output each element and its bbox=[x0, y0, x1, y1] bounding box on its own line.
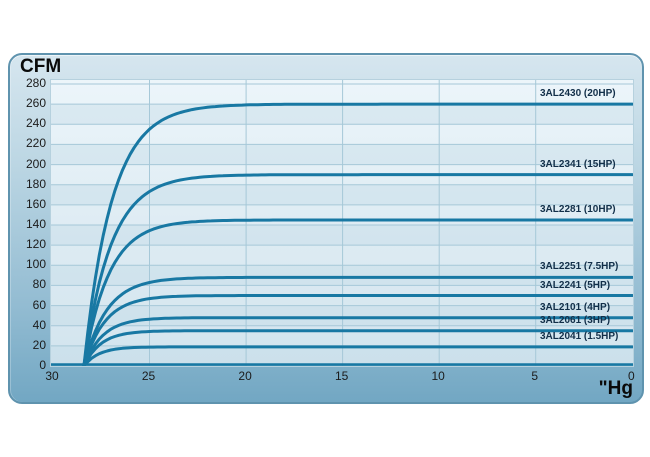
plot-area bbox=[50, 79, 634, 367]
curve-3AL2281 bbox=[82, 218, 633, 366]
curve-3AL2101 bbox=[82, 316, 633, 366]
y-tick-label: 180 bbox=[25, 176, 46, 191]
y-tick-label: 280 bbox=[25, 76, 46, 90]
series-label-3AL2101: 3AL2101 (4HP) bbox=[540, 301, 611, 313]
y-tick-label: 0 bbox=[39, 358, 46, 372]
series-label-3AL2251: 3AL2251 (7.5HP) bbox=[540, 261, 619, 273]
curve-3AL2061 bbox=[82, 329, 633, 366]
stripe-band bbox=[51, 305, 633, 326]
series-label-3AL2061: 3AL2061 (3HP) bbox=[540, 314, 611, 326]
curve-3AL2430 bbox=[82, 102, 633, 366]
curve-3AL2041 bbox=[82, 345, 633, 366]
y-tick-label: 220 bbox=[25, 136, 46, 151]
series-label-3AL2041: 3AL2041 (1.5HP) bbox=[540, 330, 619, 342]
stripe-band bbox=[51, 265, 633, 286]
y-tick-label: 200 bbox=[25, 156, 46, 171]
y-tick-label: 40 bbox=[32, 317, 46, 332]
y-tick-label: 100 bbox=[25, 257, 46, 272]
stripe-band bbox=[51, 345, 633, 366]
stripe-band bbox=[51, 104, 633, 125]
x-axis-title: "Hg bbox=[598, 378, 633, 399]
x-tick-label: 10 bbox=[431, 369, 445, 383]
curve-3AL2341 bbox=[82, 173, 633, 366]
stripe-band bbox=[51, 144, 633, 165]
x-tick-label: 25 bbox=[141, 369, 156, 383]
y-axis-title: CFM bbox=[20, 56, 62, 77]
y-tick-label: 80 bbox=[32, 277, 46, 292]
y-tick-label: 240 bbox=[25, 116, 46, 131]
curve-3AL2241 bbox=[82, 294, 633, 366]
series-label-3AL2241: 3AL2241 (5HP) bbox=[540, 279, 611, 291]
series-label-3AL2430: 3AL2430 (20HP) bbox=[540, 88, 616, 100]
y-tick-label: 160 bbox=[25, 196, 46, 211]
stripe-band bbox=[51, 184, 633, 205]
series-label-3AL2341: 3AL2341 (15HP) bbox=[540, 158, 616, 170]
y-tick-label: 120 bbox=[25, 237, 46, 252]
y-tick-label: 20 bbox=[32, 337, 46, 352]
curve-3AL2251 bbox=[82, 275, 633, 366]
x-tick-label: 0 bbox=[627, 369, 635, 383]
y-tick-label: 260 bbox=[25, 96, 46, 111]
curves-svg bbox=[51, 80, 633, 366]
x-tick-label: 20 bbox=[238, 369, 252, 383]
y-tick-label: 140 bbox=[25, 217, 46, 231]
x-tick-label: 30 bbox=[45, 369, 59, 383]
stripe-band bbox=[51, 225, 633, 246]
series-label-3AL2281: 3AL2281 (10HP) bbox=[540, 203, 616, 215]
x-tick-label: 5 bbox=[531, 369, 539, 383]
x-tick-label: 15 bbox=[334, 369, 349, 383]
y-tick-label: 60 bbox=[32, 297, 46, 312]
